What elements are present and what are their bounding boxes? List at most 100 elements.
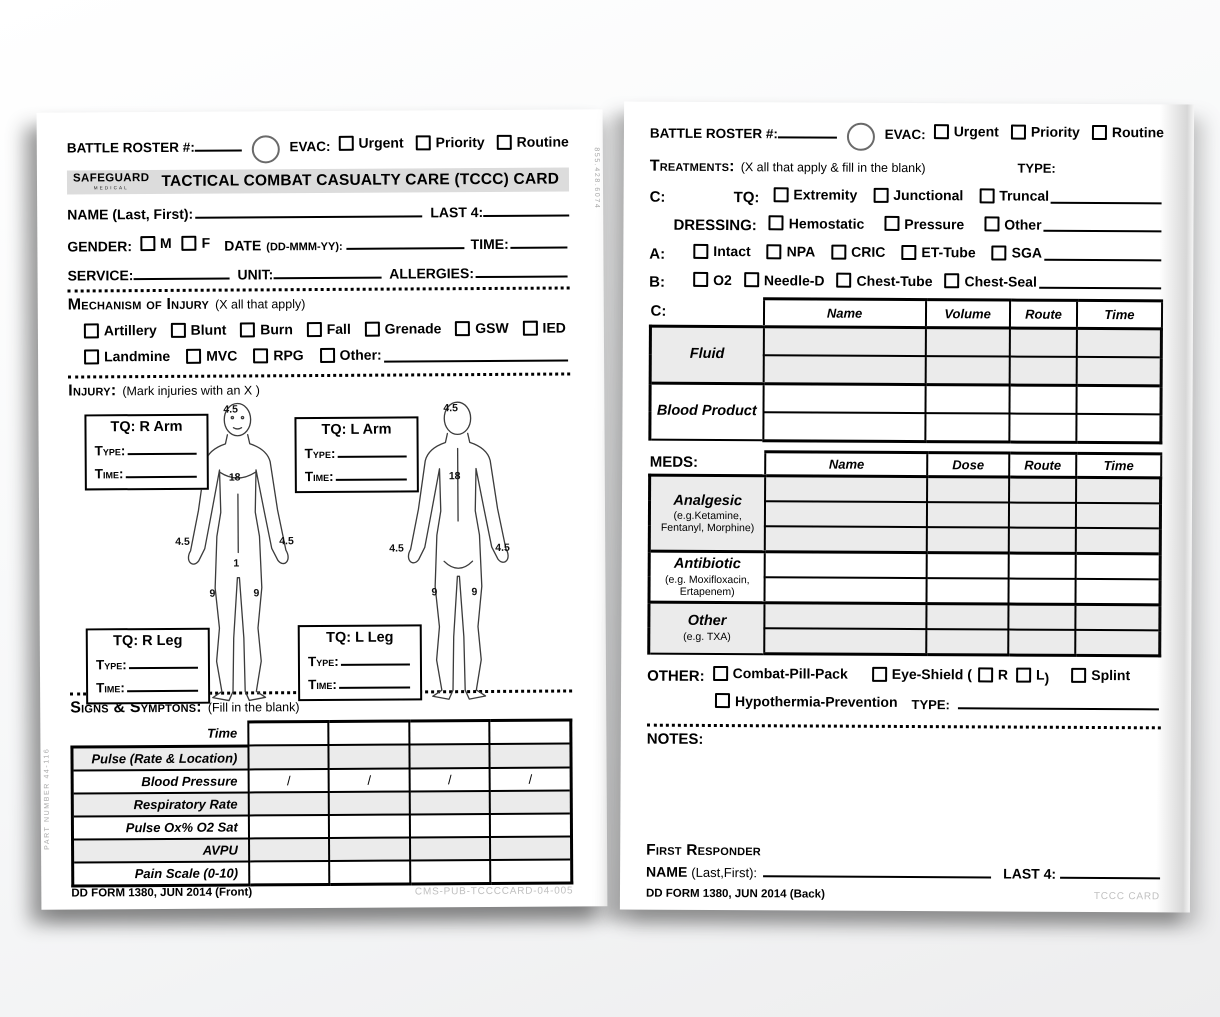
checkbox-icon[interactable] (773, 186, 789, 202)
table-cell[interactable] (328, 744, 410, 769)
table-cell[interactable] (1008, 578, 1077, 605)
checkbox-priority[interactable]: Priority (1010, 124, 1080, 140)
table-cell[interactable] (1076, 502, 1161, 529)
table-cell[interactable] (409, 720, 490, 745)
checkbox-icon[interactable] (714, 692, 731, 709)
checkbox-blunt[interactable]: Blunt (170, 322, 226, 338)
table-cell[interactable] (765, 475, 928, 503)
table-cell[interactable] (763, 354, 926, 385)
table-cell[interactable] (490, 836, 572, 860)
table-cell[interactable] (490, 859, 572, 884)
table-cell[interactable] (1007, 629, 1076, 656)
checkbox-icon[interactable] (1071, 667, 1087, 683)
checkbox-icon[interactable] (455, 320, 471, 337)
checkbox-sga[interactable]: SGA (991, 244, 1042, 261)
table-cell[interactable] (329, 791, 410, 815)
table-cell[interactable] (763, 326, 926, 356)
breathing-blank[interactable] (1038, 273, 1162, 290)
checkbox-eye-shield[interactable]: Eye-Shield ( (871, 666, 972, 682)
table-cell[interactable] (1077, 327, 1162, 357)
checkbox-urgent[interactable]: Urgent (933, 123, 999, 139)
table-cell[interactable] (329, 814, 410, 838)
checkbox-icon[interactable] (83, 323, 99, 339)
tq-type-blank[interactable] (127, 439, 197, 456)
table-cell[interactable] (926, 629, 1008, 656)
dressing-blank[interactable] (1043, 216, 1162, 233)
checkbox-icon[interactable] (831, 244, 847, 260)
hypothermia-type-blank[interactable] (957, 694, 1160, 711)
table-cell[interactable] (410, 859, 491, 884)
table-cell[interactable] (927, 552, 1009, 579)
table-cell[interactable] (1076, 477, 1161, 504)
checkbox-cric[interactable]: CRIC (831, 244, 885, 260)
tq-time-blank[interactable] (335, 465, 407, 482)
table-cell[interactable] (1008, 477, 1077, 503)
checkbox-landmine[interactable]: Landmine (84, 348, 170, 365)
checkbox-icon[interactable] (306, 321, 322, 337)
table-cell[interactable] (764, 628, 927, 655)
checkbox-icon[interactable] (338, 135, 354, 151)
table-cell[interactable] (1009, 327, 1078, 357)
checkbox-icon[interactable] (522, 320, 538, 336)
notes-area[interactable] (646, 748, 1160, 845)
checkbox-icon[interactable] (944, 273, 960, 289)
checkbox-fall[interactable]: Fall (306, 321, 351, 337)
checkbox-et-tube[interactable]: ET-Tube (901, 244, 976, 260)
tq-type-blank[interactable] (337, 442, 407, 459)
table-cell[interactable] (329, 860, 411, 885)
checkbox-icon[interactable] (871, 666, 887, 682)
checkbox-icon[interactable] (364, 321, 380, 337)
checkbox-needle-d[interactable]: Needle-D (743, 272, 825, 288)
battle-roster-blank[interactable] (194, 135, 242, 152)
table-cell[interactable] (328, 721, 410, 746)
checkbox-icon[interactable] (836, 272, 852, 288)
checkbox-routine[interactable]: Routine (1091, 124, 1164, 140)
table-cell[interactable] (489, 720, 571, 745)
table-cell[interactable] (1009, 384, 1078, 414)
checkbox-rpg[interactable]: RPG (253, 347, 304, 364)
checkbox-junctional[interactable]: Junctional (873, 187, 963, 203)
tq-type-blank[interactable] (340, 650, 410, 667)
checkbox-female[interactable]: F (181, 235, 210, 251)
table-cell[interactable]: / (409, 767, 491, 792)
table-cell[interactable] (409, 744, 491, 769)
checkbox-icon[interactable] (693, 243, 709, 259)
table-cell[interactable] (924, 412, 1010, 442)
checkbox-hemostatic[interactable]: Hemostatic (768, 215, 864, 231)
checkbox-artillery[interactable]: Artillery (83, 322, 157, 339)
table-cell[interactable]: / (248, 768, 330, 793)
evac-circle[interactable] (251, 135, 280, 164)
checkbox-icon[interactable] (984, 216, 1000, 232)
checkbox-other-dressing[interactable]: Other (984, 216, 1042, 232)
checkbox-icon[interactable] (1015, 667, 1032, 683)
tq-time-blank[interactable] (125, 462, 197, 479)
table-cell[interactable] (248, 860, 330, 885)
checkbox-icon[interactable] (170, 322, 186, 338)
checkbox-icon[interactable] (901, 244, 917, 260)
table-cell[interactable] (248, 837, 330, 862)
table-cell[interactable] (490, 813, 572, 837)
date-blank[interactable] (346, 233, 465, 250)
body-figure-back[interactable]: 4.5 18 9 9 4.5 4.5 (386, 400, 530, 703)
table-cell[interactable] (926, 578, 1009, 605)
table-cell[interactable] (248, 791, 330, 816)
checkbox-chest-tube[interactable]: Chest-Tube (836, 272, 933, 289)
table-cell[interactable] (1008, 527, 1077, 554)
table-cell[interactable] (1008, 553, 1077, 579)
checkbox-icon[interactable] (991, 244, 1007, 261)
checkbox-grenade[interactable]: Grenade (364, 321, 441, 337)
battle-roster-blank[interactable] (777, 122, 837, 139)
table-cell[interactable] (765, 501, 928, 528)
time-blank[interactable] (510, 232, 568, 249)
checkbox-icon[interactable] (84, 349, 100, 365)
table-cell[interactable]: / (328, 768, 410, 792)
checkbox-icon[interactable] (743, 272, 759, 288)
table-cell[interactable] (765, 526, 928, 553)
table-cell[interactable] (927, 476, 1009, 503)
checkbox-hypothermia-prevention[interactable]: Hypothermia-Prevention (714, 692, 898, 709)
tq-type-blank[interactable] (128, 653, 198, 670)
checkbox-icon[interactable] (766, 243, 782, 259)
checkbox-eye-shield-l[interactable]: L (1015, 667, 1045, 683)
table-cell[interactable] (329, 837, 411, 861)
table-cell[interactable] (1009, 356, 1078, 385)
